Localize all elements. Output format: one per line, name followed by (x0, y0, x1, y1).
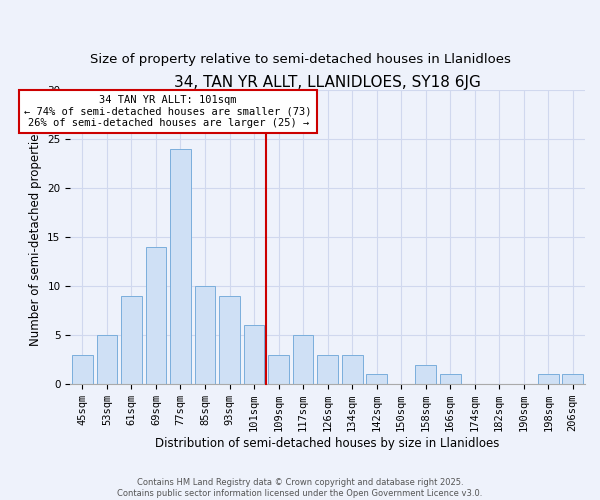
Bar (317, 355, 338, 384)
Text: 34 TAN YR ALLT: 101sqm
← 74% of semi-detached houses are smaller (73)
26% of sem: 34 TAN YR ALLT: 101sqm ← 74% of semi-det… (25, 95, 312, 128)
Bar (146, 247, 166, 384)
Bar (366, 374, 387, 384)
Bar (219, 296, 240, 384)
Y-axis label: Number of semi-detached properties: Number of semi-detached properties (29, 128, 41, 346)
Text: Size of property relative to semi-detached houses in Llanidloes: Size of property relative to semi-detach… (89, 52, 511, 66)
Bar (293, 335, 313, 384)
Title: 34, TAN YR ALLT, LLANIDLOES, SY18 6JG: 34, TAN YR ALLT, LLANIDLOES, SY18 6JG (174, 75, 481, 90)
X-axis label: Distribution of semi-detached houses by size in Llanidloes: Distribution of semi-detached houses by … (155, 437, 500, 450)
Bar (244, 326, 265, 384)
Bar (97, 335, 118, 384)
Bar (194, 286, 215, 384)
Bar (415, 364, 436, 384)
Bar (170, 149, 191, 384)
Bar (562, 374, 583, 384)
Bar (72, 355, 93, 384)
Bar (268, 355, 289, 384)
Text: Contains HM Land Registry data © Crown copyright and database right 2025.
Contai: Contains HM Land Registry data © Crown c… (118, 478, 482, 498)
Bar (538, 374, 559, 384)
Bar (121, 296, 142, 384)
Bar (341, 355, 362, 384)
Bar (440, 374, 461, 384)
